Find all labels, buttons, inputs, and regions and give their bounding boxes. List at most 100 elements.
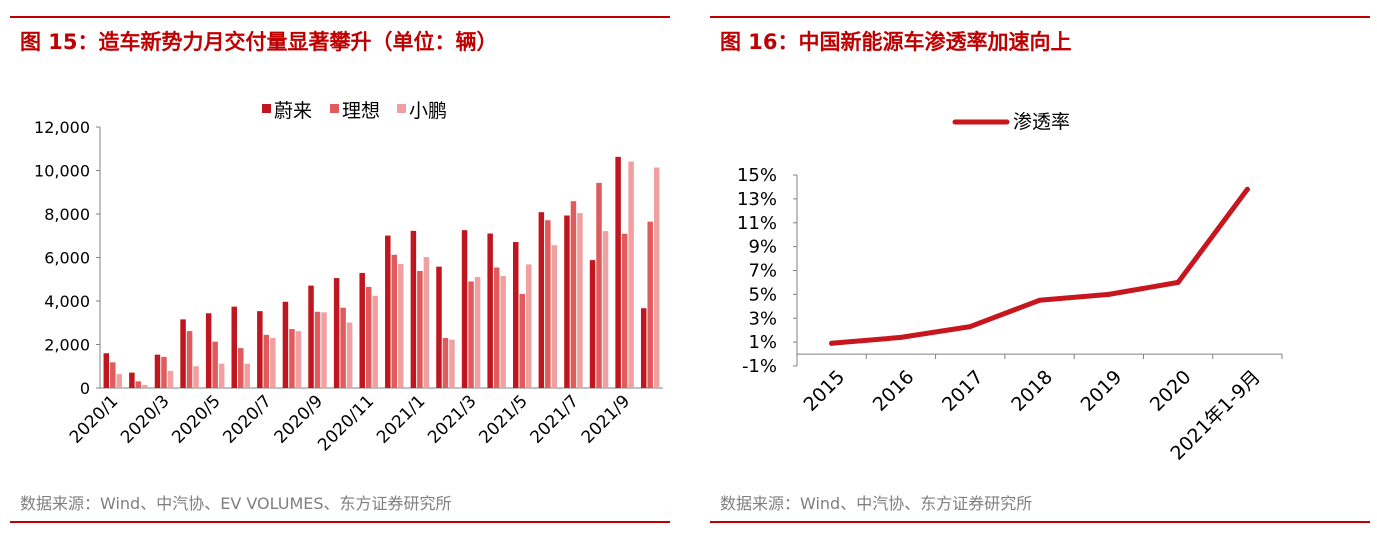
legend-label: 蔚来	[274, 100, 312, 122]
y-tick-label: 15%	[737, 165, 777, 186]
legend-label: 理想	[342, 100, 380, 122]
y-tick-label: 13%	[737, 189, 777, 210]
bar	[487, 233, 493, 388]
bar	[577, 213, 583, 388]
bar	[308, 285, 314, 388]
x-tick-label: 2020/5	[168, 391, 224, 447]
bar	[333, 278, 340, 388]
bar	[142, 384, 148, 388]
bar-chart: 02,0004,0006,0008,00010,00012,0002020/12…	[34, 100, 663, 455]
y-tick-label: 1%	[748, 332, 777, 353]
bar	[321, 312, 327, 388]
y-tick-label: 10,000	[34, 162, 90, 181]
figure-title: 图 16：中国新能源车渗透率加速向上	[720, 30, 1072, 54]
bar	[263, 334, 270, 388]
bar	[526, 264, 532, 388]
panel-left: 图 15：造车新势力月交付量显著攀升（单位：辆） 0 2,000 4,000 6,00…	[0, 0, 680, 541]
x-tick-label: 2017	[938, 366, 988, 416]
bar	[545, 220, 551, 388]
panel-right: 图 16：中国新能源车渗透率加速向上 -1% 1% 3% 5% 7% 9% 11% 13% 15…	[700, 0, 1377, 541]
x-tick-label: 2016	[869, 366, 919, 416]
bar	[270, 337, 276, 388]
bar	[500, 276, 506, 388]
line-chart: -1% 1% 3% 5%7% 9% 11% 13% 15% 2015 2016 2017 2018 20…	[737, 111, 1283, 465]
bar	[167, 371, 174, 388]
bar	[244, 363, 250, 388]
y-tick-label: 8,000	[44, 205, 90, 224]
bar	[103, 353, 110, 388]
bar	[135, 381, 142, 388]
bar	[212, 341, 218, 388]
data-point	[1175, 279, 1181, 285]
data-point	[967, 324, 973, 330]
x-tick-label: 2021/5	[475, 391, 531, 447]
x-tick-label: 2021/3	[424, 391, 480, 447]
bar	[289, 329, 295, 388]
y-tick-label: -1%	[742, 356, 777, 377]
top-rule	[710, 16, 1370, 18]
bar	[340, 307, 346, 388]
bar	[314, 311, 321, 388]
bar	[602, 231, 609, 388]
bottom-rule	[10, 521, 670, 523]
data-point	[1244, 186, 1250, 192]
bar	[129, 372, 135, 388]
data-point	[898, 334, 904, 340]
bar	[180, 319, 186, 388]
bar	[519, 293, 525, 388]
y-tick-label: 6,000	[44, 249, 90, 268]
source-note: 数据来源：Wind、中汽协、EV VOLUMES、东方证券研究所	[20, 494, 452, 513]
data-point	[1106, 291, 1112, 297]
bar	[628, 161, 634, 388]
bar	[218, 363, 225, 388]
bar	[436, 266, 442, 388]
bar	[615, 156, 621, 388]
bar	[570, 201, 577, 388]
bar	[513, 242, 519, 388]
bar	[161, 356, 167, 388]
top-rule	[10, 16, 670, 18]
bar	[423, 257, 430, 388]
bar	[186, 331, 193, 388]
x-tick-label: 2020/11	[314, 391, 378, 455]
bar	[647, 221, 653, 388]
x-tick-label: 2020	[1146, 366, 1196, 416]
x-tick-label: 2021/7	[527, 391, 583, 447]
bar	[295, 331, 302, 388]
bar	[461, 230, 468, 388]
x-tick-label: 2021/9	[578, 391, 634, 447]
y-tick-label: 4,000	[44, 292, 90, 311]
y-tick-label: 2,000	[44, 336, 90, 355]
bar	[110, 362, 116, 388]
bar	[385, 235, 391, 388]
bar	[346, 322, 353, 388]
y-tick-label: 9%	[748, 237, 777, 258]
legend-swatch	[262, 104, 271, 113]
bar	[442, 337, 449, 388]
bar	[231, 306, 237, 388]
legend-label: 小鹏	[409, 100, 447, 122]
bar	[359, 272, 365, 388]
bar	[596, 182, 602, 388]
y-tick-label: 12,000	[34, 118, 90, 137]
y-tick-label: 0	[80, 379, 90, 398]
bar	[589, 260, 596, 388]
x-tick-label: 2020/7	[219, 391, 275, 447]
source-note: 数据来源：Wind、中汽协、东方证券研究所	[720, 494, 1033, 513]
x-tick-label: 2018	[1007, 366, 1057, 416]
bar	[468, 281, 474, 388]
bar	[372, 295, 378, 388]
bar	[653, 167, 660, 388]
x-tick-label: 2019	[1077, 366, 1127, 416]
bar	[193, 366, 199, 388]
bar	[365, 286, 372, 388]
data-point	[1037, 297, 1042, 303]
bar	[564, 215, 570, 388]
bar	[238, 348, 244, 388]
x-tick-label: 2021/1	[373, 391, 429, 447]
bar	[551, 245, 558, 388]
y-tick-label: 7%	[748, 261, 777, 282]
bar	[417, 271, 423, 388]
bar	[449, 339, 455, 388]
bar	[154, 354, 161, 388]
